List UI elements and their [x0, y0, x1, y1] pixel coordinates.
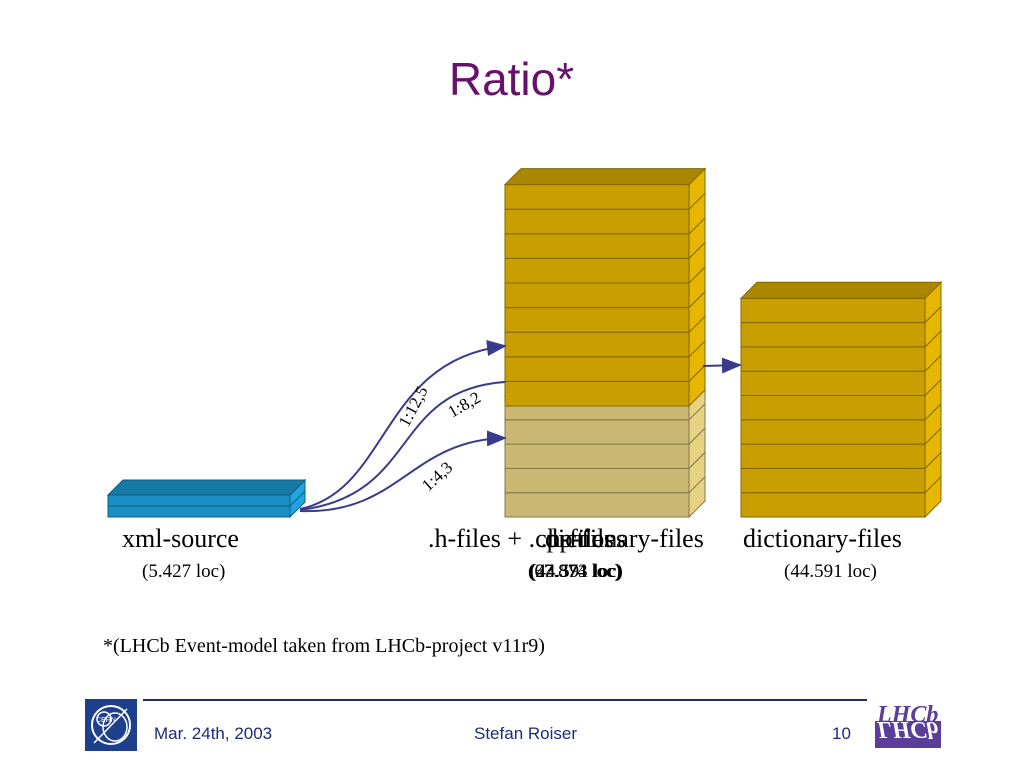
footer-date: Mar. 24th, 2003: [154, 724, 273, 743]
ratio-label-total: 1:12,5: [395, 383, 432, 430]
h-cpp-files-slab: [504, 241, 706, 285]
arrow-gold-to-dict: [702, 357, 742, 374]
arrow-xml-to-total: [299, 340, 507, 510]
dictionary-files-stack: [739, 281, 943, 519]
xml-source-loc: (5.427 loc): [142, 561, 226, 582]
dictionary-files-label: dictionary-files: [743, 524, 902, 553]
h-files-slab: [504, 451, 706, 494]
dictionary-files-loc: (44.591 loc): [784, 561, 877, 582]
svg-text:CERN: CERN: [96, 717, 116, 724]
arrow-xml-to-cpp: [299, 381, 506, 511]
lhcb-logo-text-top: LHCb: [876, 702, 938, 728]
lhcb-logo-text-reflection: LHCb: [876, 716, 938, 742]
h-files-slab: [504, 475, 706, 519]
h-cpp-files-slab: [504, 339, 706, 383]
h-cpp-files-loc: (67.874 loc): [528, 561, 621, 582]
lhcb-logo: LHCb LHCb: [871, 697, 944, 751]
slide-title: Ratio*: [448, 53, 575, 105]
h-cpp-files-slab: [504, 216, 706, 260]
h-files-slab: [504, 426, 706, 470]
h-cpp-files-slab: [504, 314, 706, 359]
dictionary-files-slab: [740, 451, 942, 494]
arrow-xml-to-h: [299, 430, 507, 513]
dictionary-files-slab: [739, 281, 943, 324]
h-cpp-files-slab: [503, 167, 707, 211]
ratio-label-cpp: 1:8,2: [445, 388, 484, 422]
footer-page-number: 10: [832, 724, 851, 743]
cern-logo: CERN: [85, 699, 137, 751]
h-files-loc: (23.373 loc): [529, 561, 622, 582]
h-cpp-files-slab: [504, 364, 706, 408]
xml-source-slab: [106, 478, 307, 508]
ratio-arrows: [299, 340, 742, 513]
footer-author: Stefan Roiser: [474, 724, 577, 743]
footnote: *(LHCb Event-model taken from LHCb-proje…: [103, 635, 545, 657]
dictionary-files-slab: [740, 305, 942, 349]
dictionary-files-loc-overlap: (44.591 loc): [530, 561, 623, 582]
h-cpp-files-stack: [503, 167, 707, 408]
h-files-slab: [504, 402, 706, 446]
h-cpp-files-label: .h-files + .cpp-files: [428, 524, 627, 553]
footer-divider: [143, 699, 867, 701]
h-cpp-files-slab: [504, 191, 706, 236]
xml-source-block: [106, 478, 307, 519]
dictionary-files-slab: [740, 475, 942, 519]
dictionary-files-slab: [740, 329, 942, 373]
xml-source-label: xml-source: [122, 524, 239, 553]
h-files-label: .h-files: [541, 524, 614, 553]
dictionary-files-label-overlap: dictionary-files: [545, 524, 704, 553]
h-cpp-files-slab: [504, 265, 706, 309]
